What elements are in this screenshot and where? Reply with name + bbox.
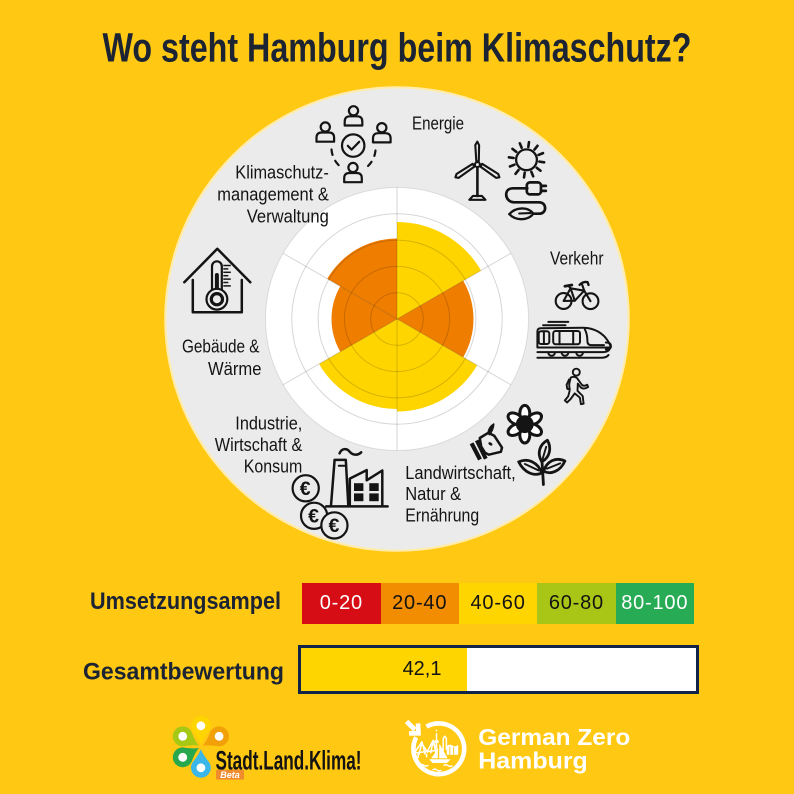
svg-text:Ernährung: Ernährung (405, 504, 479, 525)
svg-text:Industrie,: Industrie, (235, 413, 302, 434)
svg-text:Wo steht Hamburg beim Klimasch: Wo steht Hamburg beim Klimaschutz? (103, 25, 692, 71)
svg-text:German Zero: German Zero (478, 724, 630, 750)
svg-text:Verwaltung: Verwaltung (247, 206, 329, 227)
svg-text:Gebäude &: Gebäude & (182, 336, 260, 357)
svg-text:management &: management & (217, 184, 329, 205)
svg-text:Wärme: Wärme (208, 358, 262, 379)
svg-text:Gesamtbewertung: Gesamtbewertung (83, 658, 284, 685)
svg-text:Landwirtschaft,: Landwirtschaft, (405, 462, 516, 483)
svg-text:€: € (328, 515, 339, 537)
svg-text:Natur &: Natur & (405, 483, 462, 504)
svg-text:€: € (300, 478, 311, 500)
svg-text:Wirtschaft &: Wirtschaft & (215, 434, 303, 455)
svg-text:Verkehr: Verkehr (550, 248, 604, 269)
svg-text:Umsetzungsampel: Umsetzungsampel (90, 588, 281, 615)
svg-text:Energie: Energie (412, 112, 464, 133)
svg-text:Hamburg: Hamburg (478, 748, 588, 774)
svg-text:Konsum: Konsum (244, 456, 303, 477)
svg-text:Klimaschutz-: Klimaschutz- (235, 161, 329, 182)
svg-text:€: € (308, 506, 319, 528)
svg-text:Beta: Beta (220, 770, 240, 780)
